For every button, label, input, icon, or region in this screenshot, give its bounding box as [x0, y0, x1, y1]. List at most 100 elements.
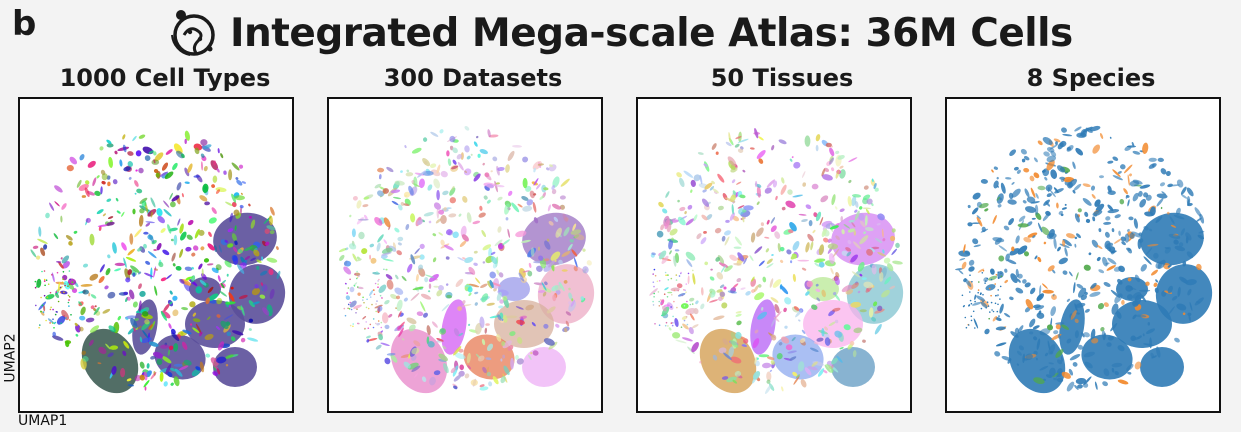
umap-cell-cluster: [721, 376, 729, 380]
umap-cell-cluster: [1066, 298, 1070, 302]
umap-cell-cluster: [203, 258, 210, 263]
umap-cell-cluster: [1198, 230, 1205, 234]
umap-cell-cluster: [153, 159, 156, 164]
umap-cell-point: [673, 289, 676, 292]
umap-cell-cluster: [102, 308, 111, 314]
umap-cell-cluster: [815, 144, 819, 152]
umap-cell-cluster: [1052, 372, 1059, 378]
umap-cell-cluster: [772, 180, 778, 188]
umap-cell-cluster: [770, 297, 779, 303]
umap-cell-point: [38, 326, 40, 329]
umap-cell-cluster: [801, 171, 806, 178]
umap-cell-cluster: [792, 273, 796, 282]
umap-cell-cluster: [1164, 246, 1172, 254]
umap-cell-cluster: [754, 292, 765, 301]
umap-cell-point: [685, 291, 687, 293]
umap-cell-cluster: [119, 159, 123, 167]
umap-cell-cluster: [207, 286, 214, 294]
umap-cell-cluster: [226, 331, 231, 337]
umap-cell-cluster: [502, 239, 510, 246]
umap-cell-cluster: [479, 386, 489, 391]
umap-cell-cluster: [1073, 183, 1082, 191]
umap-cell-cluster: [1075, 312, 1081, 315]
umap-cell-cluster: [734, 143, 740, 148]
umap-cell-cluster: [1124, 145, 1132, 151]
umap-cell-cluster: [488, 381, 493, 387]
umap-cell-cluster: [848, 219, 855, 223]
umap-cell-cluster: [123, 341, 130, 349]
umap-cell-cluster: [690, 189, 693, 193]
umap-cell-cluster: [169, 290, 173, 295]
umap-cell-cluster: [99, 264, 105, 273]
umap-cell-cluster: [1168, 233, 1181, 239]
umap-cell-cluster: [883, 257, 891, 264]
umap-cell-cluster: [665, 191, 670, 198]
umap-cell-cluster: [1145, 328, 1156, 334]
umap-cell-cluster: [484, 172, 490, 178]
umap-cell-cluster: [565, 311, 572, 316]
umap-plot-species: [945, 97, 1221, 413]
umap-cell-cluster: [1061, 127, 1067, 133]
umap-cell-cluster: [863, 231, 866, 235]
umap-cell-cluster: [836, 355, 843, 363]
umap-cell-cluster: [1026, 196, 1036, 204]
umap-cell-cluster: [1094, 381, 1098, 390]
umap-cell-cluster: [356, 216, 364, 225]
umap-cell-point: [380, 321, 383, 324]
umap-cell-cluster: [1082, 382, 1089, 388]
umap-cell-cluster: [784, 325, 788, 329]
umap-cell-cluster: [486, 302, 495, 306]
umap-cell-point: [374, 282, 377, 285]
umap-cell-cluster: [963, 278, 967, 283]
umap-cell-cluster: [56, 315, 66, 325]
umap-cell-cluster: [1024, 206, 1037, 213]
umap-cell-cluster: [1092, 216, 1096, 222]
umap-cell-cluster: [138, 300, 142, 312]
umap-cell-point: [689, 303, 692, 306]
umap-cell-cluster: [1196, 263, 1202, 271]
umap-cell-point: [53, 322, 55, 324]
umap-cell-point: [383, 268, 385, 271]
umap-cell-cluster: [179, 223, 184, 234]
umap-cell-cluster: [723, 352, 732, 361]
umap-cluster-blob: [831, 347, 875, 387]
umap-cell-cluster: [84, 180, 90, 185]
umap-cell-cluster: [841, 250, 849, 257]
umap-cell-cluster: [127, 161, 133, 167]
umap-cell-cluster: [1119, 199, 1125, 205]
umap-cell-cluster: [69, 156, 78, 165]
umap-cell-cluster: [868, 307, 874, 318]
umap-cell-cluster: [656, 230, 664, 238]
umap-cell-cluster: [734, 370, 742, 377]
umap-cell-cluster: [1066, 381, 1075, 392]
umap-cell-cluster: [135, 169, 138, 172]
umap-cell-cluster: [390, 189, 401, 194]
umap-cell-cluster: [1055, 349, 1064, 358]
umap-cell-cluster: [1085, 218, 1091, 223]
umap-cell-cluster: [256, 259, 262, 264]
umap-cell-cluster: [1023, 167, 1030, 173]
umap-cell-cluster: [1011, 181, 1015, 185]
umap-cell-point: [999, 285, 1002, 288]
umap-cell-cluster: [735, 313, 742, 317]
umap-cell-cluster: [1003, 225, 1010, 231]
umap-cell-cluster: [488, 247, 493, 258]
umap-cell-cluster: [411, 147, 422, 154]
umap-cell-cluster: [75, 333, 79, 337]
umap-cell-cluster: [1042, 169, 1046, 173]
umap-cell-point: [358, 275, 360, 277]
umap-cell-cluster: [226, 273, 229, 277]
umap-cell-cluster: [548, 164, 557, 172]
umap-cell-cluster: [123, 291, 129, 296]
umap-cell-cluster: [173, 234, 178, 246]
umap-cell-cluster: [737, 138, 749, 143]
umap-cell-point: [369, 323, 372, 326]
umap-cell-cluster: [679, 206, 686, 212]
umap-cell-point: [67, 285, 69, 287]
umap-cell-cluster: [1159, 182, 1166, 187]
umap-cell-cluster: [107, 216, 114, 220]
umap-cell-cluster: [443, 363, 449, 374]
umap-cell-cluster: [79, 315, 86, 321]
umap-cell-cluster: [1053, 330, 1059, 335]
umap-cell-cluster: [725, 141, 732, 147]
